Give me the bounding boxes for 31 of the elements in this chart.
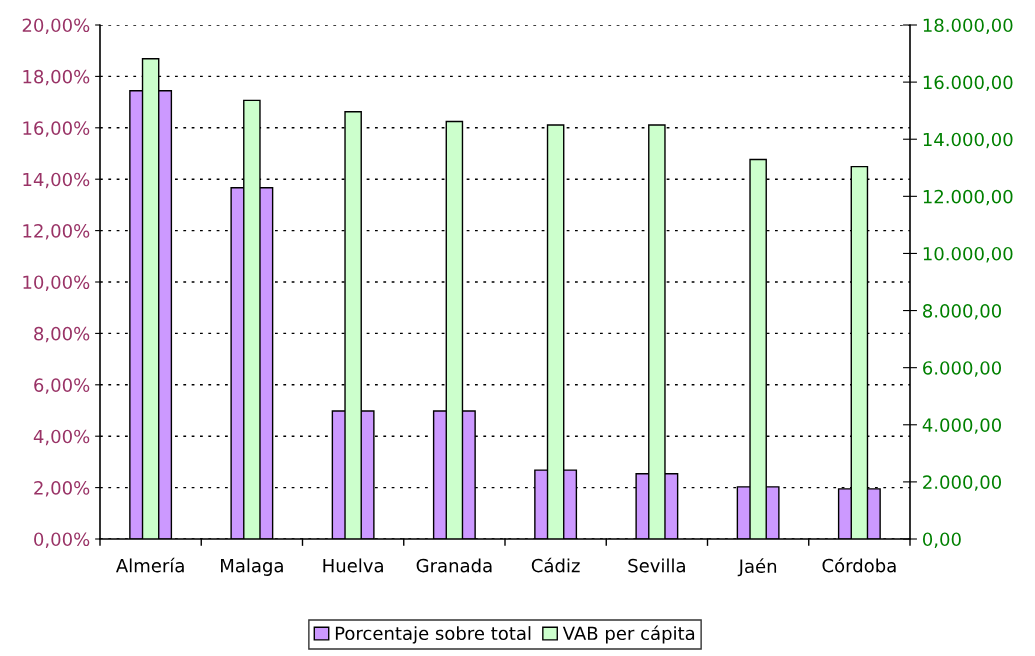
y-tick-label: 16,00% xyxy=(23,121,90,137)
x-tick-label: Almería xyxy=(115,557,184,573)
x-tick-label: Córdoba xyxy=(822,557,896,573)
y-tick-label: 4,00% xyxy=(33,429,90,446)
x-tick-label: Huelva xyxy=(323,558,383,573)
y-tick-label: 2,00% xyxy=(34,481,90,497)
y2-tick-label: 10.000,00 xyxy=(923,246,1013,263)
y2-tick-label: 16.000,00 xyxy=(923,75,1013,92)
y2-tick-label: 14.000,00 xyxy=(923,132,1013,149)
y-tick-label: 20,00% xyxy=(22,18,90,34)
y-tick-label: 12,00% xyxy=(23,224,90,240)
x-tick-label: Cádiz xyxy=(531,557,580,573)
y2-tick-label: 18.000,00 xyxy=(923,18,1013,34)
y2-tick-label: 6.000,00 xyxy=(923,361,1002,377)
y-tick-label: 14,00% xyxy=(23,172,90,189)
x-tick-label: Malaga xyxy=(221,558,283,576)
y-tick-label: 8,00% xyxy=(34,326,90,343)
legend-label: Porcentaje sobre total xyxy=(335,626,531,644)
y2-tick-label: 8.000,00 xyxy=(923,304,1002,320)
legend-label: VAB per cápita xyxy=(562,625,695,644)
y-tick-label: 6,00% xyxy=(34,378,90,394)
y-tick-label: 18,00% xyxy=(23,69,90,86)
x-tick-label: Sevilla xyxy=(628,558,685,573)
y-tick-label: 10,00% xyxy=(23,275,90,291)
y2-tick-label: 0,00 xyxy=(923,532,961,548)
y2-tick-label: 12.000,00 xyxy=(923,189,1013,206)
y-tick-label: 0,00% xyxy=(34,532,90,548)
y2-tick-label: 4.000,00 xyxy=(922,418,1002,434)
x-tick-label: Jaén xyxy=(737,558,777,577)
x-tick-label: Granada xyxy=(416,558,492,573)
y2-tick-label: 2.000,00 xyxy=(923,475,1002,491)
